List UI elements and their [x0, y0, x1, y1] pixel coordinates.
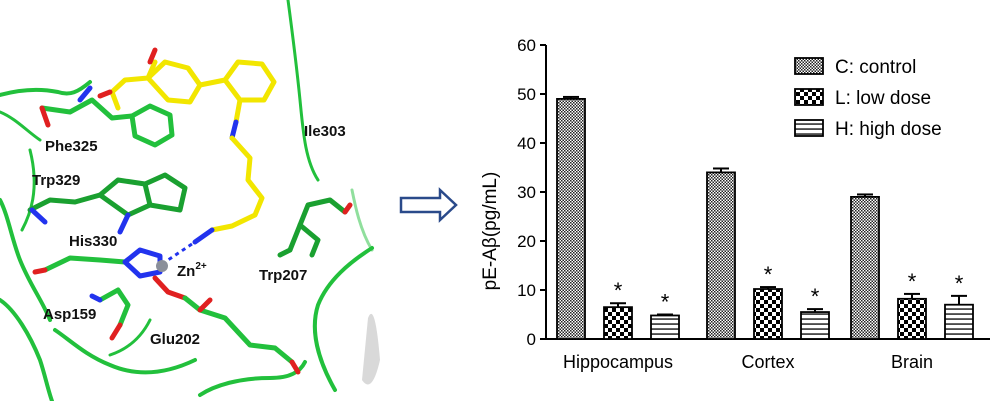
surface-blob — [362, 313, 380, 385]
y-tick-labels: 0 10 20 30 40 50 60 — [517, 36, 536, 349]
legend-swatch — [794, 119, 824, 137]
label-asp159: Asp159 — [43, 306, 96, 323]
right-arrow-icon — [399, 187, 458, 223]
label-zinc-base: Zn — [177, 263, 195, 280]
label-trp329: Trp329 — [32, 172, 80, 189]
residue-asp159-sticks — [89, 287, 131, 341]
label-his330: His330 — [69, 233, 117, 250]
bar-chart: * * * * * * 0 10 20 30 40 50 60 Hippocampus Cortex Br… — [480, 36, 990, 372]
y-tick-label: 10 — [517, 281, 536, 300]
significance-marker: * — [908, 269, 917, 294]
bar — [850, 195, 880, 340]
residue-phe325-sticks — [39, 85, 175, 148]
y-tick-label: 60 — [517, 36, 536, 55]
bar — [800, 311, 830, 340]
bar — [650, 314, 680, 340]
significance-marker: * — [764, 262, 773, 287]
label-ile303: Ile303 — [304, 123, 346, 140]
residue-his330-sticks — [32, 247, 163, 279]
bar — [753, 288, 783, 340]
bar — [706, 171, 736, 340]
legend-swatch — [794, 57, 824, 75]
zinc-ion — [156, 260, 168, 272]
structure-panel: Phe325 Ile303 Trp329 His330 Trp207 Asp15… — [0, 0, 380, 401]
x-category-labels: Hippocampus Cortex Brain — [563, 352, 933, 372]
y-tick-label: 40 — [517, 134, 536, 153]
legend: C: control L: low dose H: high dose — [794, 57, 942, 140]
bar — [944, 303, 974, 340]
legend-swatch — [794, 88, 824, 106]
bar — [897, 297, 927, 340]
residue-glu202-sticks — [152, 275, 301, 375]
x-category-label: Hippocampus — [563, 352, 673, 372]
legend-label: H: high dose — [835, 119, 942, 140]
y-tick-label: 0 — [527, 330, 536, 349]
legend-label: L: low dose — [835, 88, 931, 109]
significance-marker: * — [614, 278, 623, 303]
plot-bars: * * * * * * — [556, 95, 974, 340]
significance-marker: * — [811, 284, 820, 309]
bar — [603, 306, 633, 340]
label-trp207: Trp207 — [259, 267, 307, 284]
significance-marker: * — [661, 290, 670, 315]
label-zinc-charge: 2+ — [195, 261, 207, 272]
y-tick-label: 20 — [517, 232, 536, 251]
legend-label: C: control — [835, 57, 916, 78]
residue-trp207-sticks — [277, 197, 353, 258]
label-phe325: Phe325 — [45, 138, 98, 155]
x-category-label: Brain — [891, 352, 933, 372]
x-category-label: Cortex — [741, 352, 794, 372]
label-glu202: Glu202 — [150, 331, 200, 348]
coordination-bonds — [161, 240, 196, 266]
label-zinc: Zn2+ — [177, 261, 207, 280]
y-axis-title: pE-Aβ(pg/mL) — [480, 172, 501, 291]
ligand-sticks — [97, 47, 277, 245]
bar — [556, 98, 586, 340]
significance-marker: * — [955, 271, 964, 296]
residue-trp329-sticks — [27, 172, 188, 235]
y-tick-label: 30 — [517, 183, 536, 202]
protein-ribbon — [0, 0, 374, 401]
y-tick-label: 50 — [517, 85, 536, 104]
